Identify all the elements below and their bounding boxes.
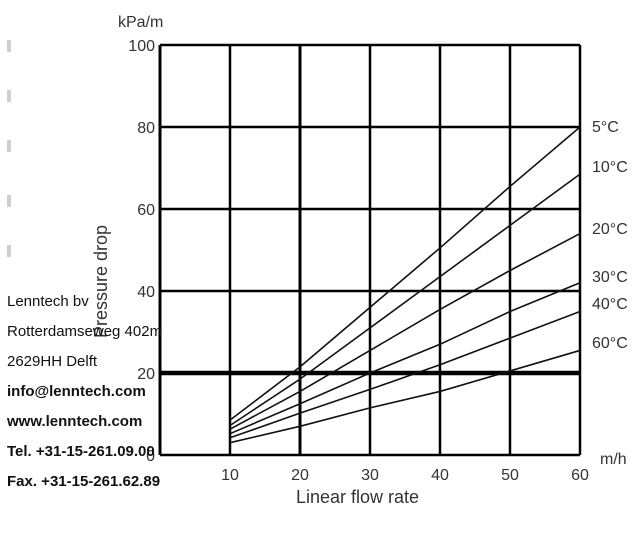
series-label: 5°C	[592, 119, 619, 136]
series-line	[229, 173, 581, 427]
chart-grid	[158, 43, 582, 457]
x-axis-unit: m/h	[600, 451, 627, 468]
series-line	[229, 349, 581, 444]
website-link[interactable]: www.lenntech.com	[7, 413, 143, 430]
y-axis-title: Pressure drop	[91, 225, 111, 338]
x-tick-label: 10	[221, 467, 239, 484]
x-tick-label: 40	[431, 467, 449, 484]
y-tick-label: 20	[137, 366, 155, 383]
company-name: Lenntech bv	[7, 293, 89, 310]
x-tick-label: 50	[501, 467, 519, 484]
y-axis-unit: kPa/m	[118, 14, 163, 31]
y-tick-label: 100	[128, 38, 155, 55]
x-tick-label: 20	[291, 467, 309, 484]
phone-number: Tel. +31-15-261.09.00	[7, 443, 155, 460]
series-label: 20°C	[592, 221, 628, 238]
edge-mark	[7, 40, 11, 52]
edge-mark	[7, 245, 11, 257]
series-label: 60°C	[592, 335, 628, 352]
email-link[interactable]: info@lenntech.com	[7, 383, 146, 400]
series-line	[229, 126, 581, 421]
edge-marks	[7, 40, 13, 270]
series-line	[229, 310, 581, 439]
chart-ticks: 100 80 60 40 20 0 10 20 30 40 50 60	[128, 38, 589, 484]
series-label: 10°C	[592, 159, 628, 176]
series-label: 30°C	[592, 269, 628, 286]
edge-mark	[7, 140, 11, 152]
edge-mark	[7, 195, 11, 207]
city-address: 2629HH Delft	[7, 353, 98, 370]
y-tick-label: 0	[146, 448, 155, 465]
chart-curves: 5°C 10°C 20°C 30°C 40°C 60°C	[229, 119, 628, 444]
edge-mark	[7, 90, 11, 102]
x-tick-label: 30	[361, 467, 379, 484]
y-tick-label: 40	[137, 284, 155, 301]
y-tick-label: 80	[137, 120, 155, 137]
series-label: 40°C	[592, 296, 628, 313]
y-tick-label: 60	[137, 202, 155, 219]
fax-number: Fax. +31-15-261.62.89	[7, 473, 161, 490]
x-tick-label: 60	[571, 467, 589, 484]
street-address: Rotterdamseweg 402m	[7, 323, 163, 340]
contact-block: Lenntech bv Rotterdamseweg 402m 2629HH D…	[7, 287, 162, 497]
series-line	[229, 232, 581, 430]
series-line	[229, 282, 581, 435]
x-axis-title: Linear flow rate	[296, 487, 419, 507]
